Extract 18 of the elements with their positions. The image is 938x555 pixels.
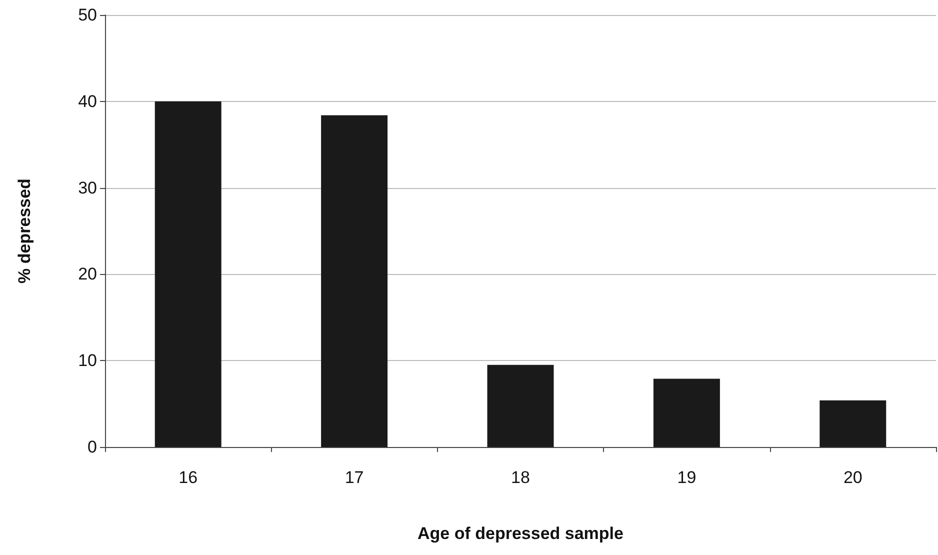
x-axis-title: Age of depressed sample: [418, 524, 624, 543]
bar: [321, 115, 388, 447]
y-axis-title: % depressed: [15, 178, 34, 284]
y-tick-label: 0: [88, 438, 97, 456]
x-tick-label: 20: [843, 468, 862, 487]
x-tick-label: 18: [511, 468, 530, 487]
x-tick-label: 17: [344, 468, 364, 487]
bar: [820, 400, 886, 447]
bar: [487, 364, 554, 447]
x-tick-label: 19: [677, 468, 696, 487]
y-tick-label: 50: [78, 6, 97, 24]
bar: [653, 378, 720, 447]
bar: [154, 101, 222, 447]
x-tick-label: 16: [178, 468, 198, 487]
y-tick-label: 20: [78, 264, 97, 284]
y-tick-label: 30: [78, 178, 97, 198]
y-tick-label: 40: [78, 92, 97, 111]
y-tick-label: 10: [78, 351, 97, 370]
